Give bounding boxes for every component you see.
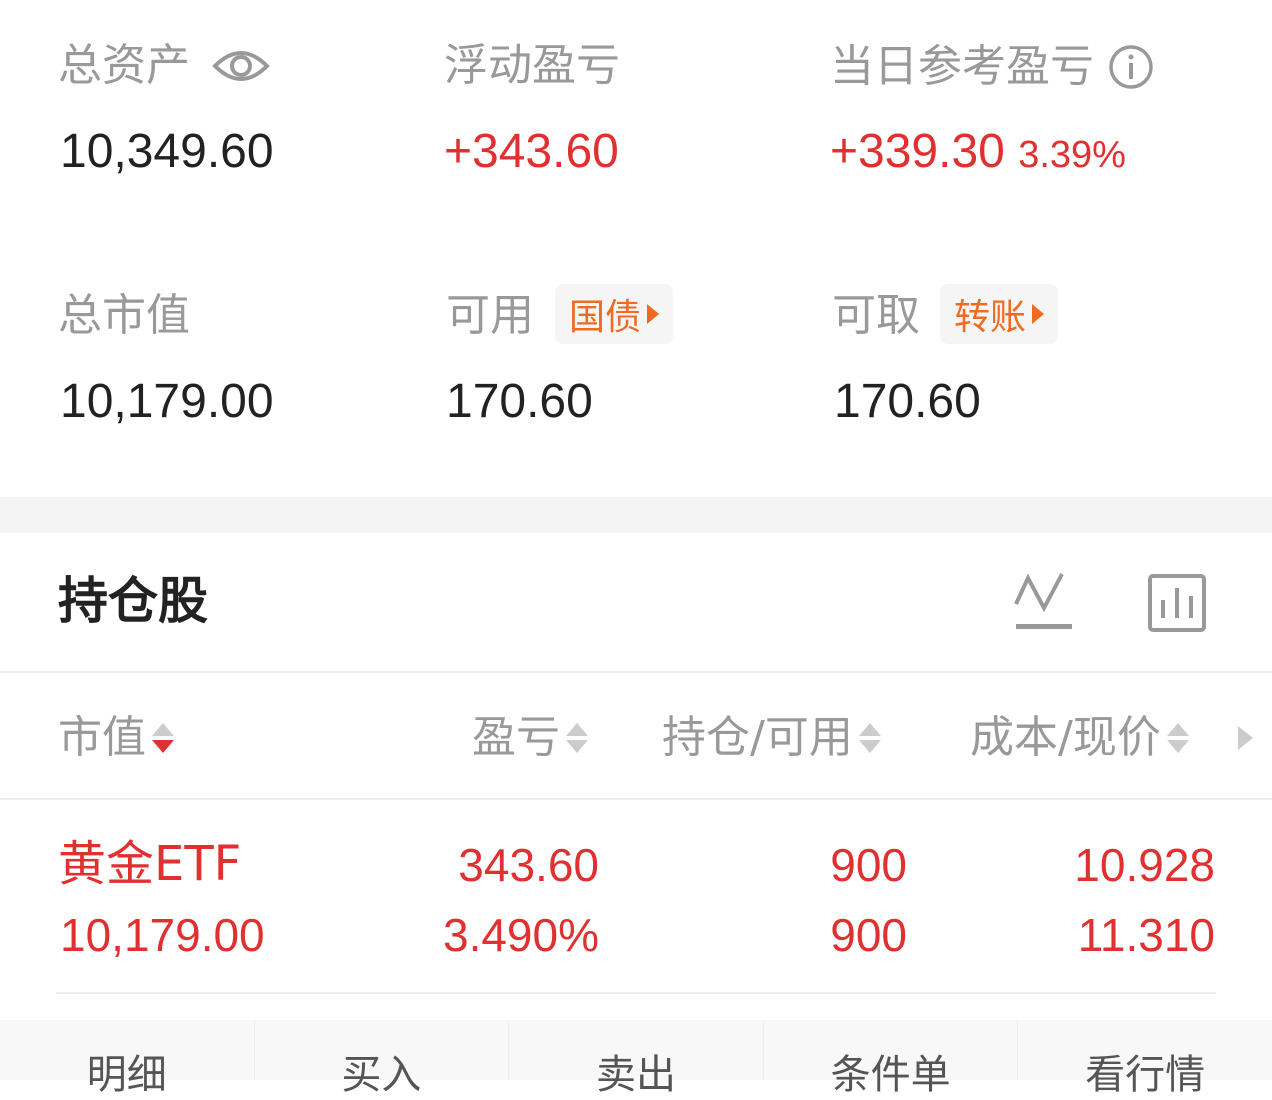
holdings-title: 持仓股 — [58, 572, 208, 630]
buy-button[interactable]: 买入 — [255, 1020, 510, 1098]
withdrawable-value: 170.60 — [834, 375, 981, 428]
column-market-value[interactable]: 市值 — [58, 716, 174, 760]
row-cost: 10.928 — [1074, 839, 1215, 891]
row-available: 900 — [830, 909, 907, 961]
divider — [0, 798, 1272, 800]
available-value: 170.60 — [446, 375, 593, 428]
scroll-right-icon[interactable] — [1238, 726, 1253, 750]
treasury-bond-button[interactable]: 国债 — [555, 284, 674, 344]
arrow-right-icon — [1032, 304, 1045, 324]
stock-name: 黄金ETF — [58, 836, 242, 892]
row-pl-percent: 3.490% — [442, 909, 599, 961]
divider — [56, 992, 1216, 994]
available-label: 可用 — [446, 290, 534, 341]
floating-pl-label: 浮动盈亏 — [444, 40, 620, 91]
info-icon[interactable] — [1108, 44, 1154, 90]
withdrawable-label: 可取 — [832, 290, 920, 341]
divider — [0, 671, 1272, 673]
arrow-right-icon — [647, 304, 660, 324]
floating-pl-value: +343.60 — [444, 125, 619, 178]
market-value-value: 10,179.00 — [60, 375, 274, 428]
column-pl[interactable]: 盈亏 — [472, 716, 588, 760]
daily-pl-percent: 3.39% — [1018, 134, 1126, 176]
total-assets-value: 10,349.60 — [60, 125, 274, 178]
details-button[interactable]: 明细 — [0, 1020, 255, 1098]
row-price: 11.310 — [1077, 909, 1215, 961]
conditional-order-button[interactable]: 条件单 — [764, 1020, 1019, 1098]
column-cost-price[interactable]: 成本/现价 — [970, 716, 1189, 760]
row-market-value: 10,179.00 — [60, 909, 265, 961]
line-chart-icon[interactable] — [1014, 572, 1074, 632]
row-actions: 明细 买入 卖出 条件单 看行情 — [0, 1020, 1272, 1098]
daily-pl-value: +339.30 3.39% — [830, 125, 1126, 178]
bar-chart-icon[interactable] — [1148, 574, 1206, 632]
row-position: 900 — [830, 839, 907, 891]
view-quote-button[interactable]: 看行情 — [1085, 1052, 1206, 1098]
eye-icon[interactable] — [212, 46, 270, 86]
sell-button[interactable]: 卖出 — [509, 1020, 764, 1098]
column-position[interactable]: 持仓/可用 — [662, 716, 881, 760]
sort-icon — [858, 723, 881, 753]
daily-pl-label: 当日参考盈亏 — [830, 44, 1154, 90]
section-divider — [0, 497, 1272, 533]
transfer-button[interactable]: 转账 — [940, 284, 1059, 344]
sort-icon — [566, 723, 588, 753]
market-value-label: 总市值 — [58, 290, 190, 341]
total-assets-label: 总资产 — [58, 44, 270, 88]
sort-icon — [1166, 723, 1189, 753]
sort-icon — [152, 723, 174, 753]
row-pl: 343.60 — [458, 839, 599, 891]
